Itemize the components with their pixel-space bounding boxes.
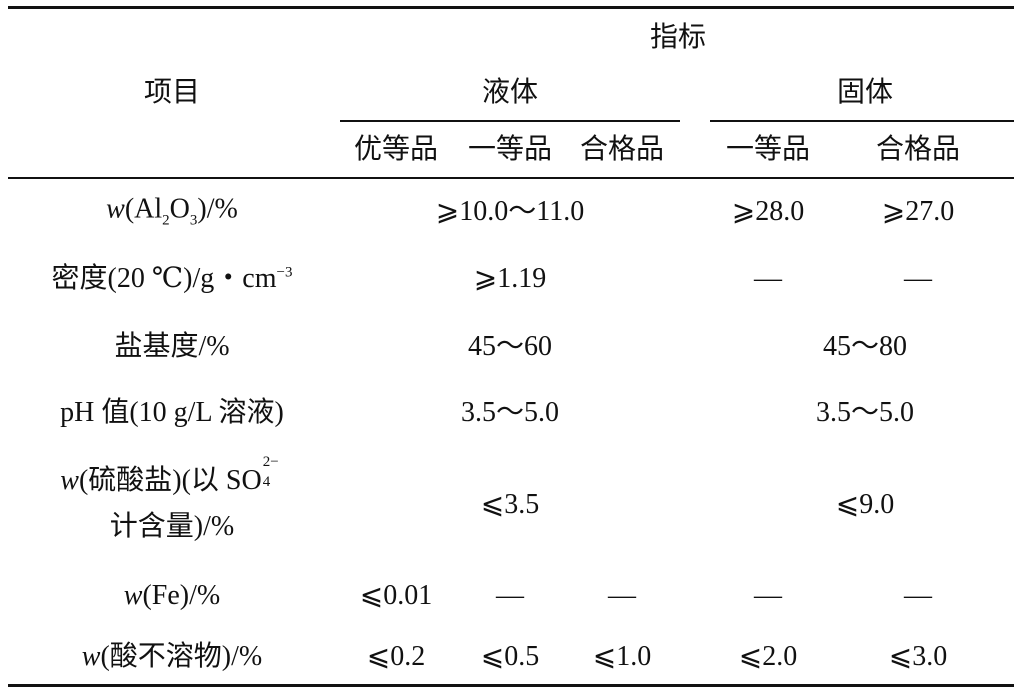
cell: ⩽1.0 <box>592 641 652 672</box>
solid-rule <box>710 120 1014 122</box>
cell: ⩽3.5 <box>480 489 540 520</box>
liquid-header: 液体 <box>481 77 539 108</box>
liquid-rule <box>340 120 680 122</box>
label-part: w <box>60 465 79 496</box>
label-part: −3 <box>276 264 293 281</box>
label-part: )/% <box>197 193 238 225</box>
grade-header: 合格品 <box>875 134 961 165</box>
label-part: 密度(20 ℃)/g・cm <box>51 263 277 294</box>
label-part: (Al <box>124 193 163 225</box>
item-header: 项目 <box>143 77 201 108</box>
cell: 3.5～5.0 <box>815 397 915 428</box>
cell: ⩽0.5 <box>480 641 540 672</box>
label-part: w <box>81 641 101 672</box>
label-part: w <box>123 580 143 611</box>
cell: ⩾27.0 <box>881 196 955 227</box>
row-label: w(Al2O3)/% <box>106 193 238 229</box>
cell: ⩽3.0 <box>888 641 948 672</box>
cell: ⩽2.0 <box>738 641 798 672</box>
cell: — <box>904 263 932 294</box>
cell: ⩾10.0～11.0 <box>435 196 585 227</box>
label-part: (Fe)/% <box>142 580 221 611</box>
cell: ⩾1.19 <box>473 263 547 294</box>
header-rule <box>8 177 1014 179</box>
label-part: 3 <box>189 212 198 229</box>
label-part: 2− <box>262 454 279 470</box>
row-label: 计含量)/% <box>109 511 235 542</box>
label-part: 4 <box>262 474 271 490</box>
label-part: (硫酸盐)(以 SO <box>78 465 262 496</box>
bottom-rule <box>8 684 1014 687</box>
row-label: 密度(20 ℃)/g・cm−3 <box>52 265 293 293</box>
top-rule <box>8 6 1014 9</box>
label-part: w <box>106 193 125 225</box>
cell: ⩽0.01 <box>359 580 433 611</box>
cell: 3.5～5.0 <box>460 397 560 428</box>
cell: — <box>754 263 782 294</box>
row-label: w(酸不溶物)/% <box>82 643 262 671</box>
label-part: O <box>169 193 190 225</box>
grade-header: 一等品 <box>467 134 553 165</box>
cell: ⩽0.2 <box>366 641 426 672</box>
cell: 45～80 <box>822 331 908 362</box>
grade-header: 优等品 <box>353 134 439 165</box>
cell: — <box>754 580 782 611</box>
row-label: 盐基度/% <box>114 331 230 362</box>
group-header: 指标 <box>649 22 707 53</box>
grade-header: 一等品 <box>725 134 811 165</box>
cell: 45～60 <box>467 331 553 362</box>
cell: — <box>608 580 636 611</box>
cell: ⩽9.0 <box>835 489 895 520</box>
label-part: (酸不溶物)/% <box>100 641 263 672</box>
grade-header: 合格品 <box>579 134 665 165</box>
row-label: w(硫酸盐)(以 SO 4 2− <box>60 455 284 496</box>
cell: ⩾28.0 <box>731 196 805 227</box>
solid-header: 固体 <box>836 77 894 108</box>
row-label: w(Fe)/% <box>124 582 220 610</box>
row-label: pH 值(10 g/L 溶液) <box>60 397 284 428</box>
ion-charge: 4 2− <box>262 455 284 490</box>
cell: — <box>904 580 932 611</box>
label-part: 2 <box>162 212 170 229</box>
cell: — <box>496 580 524 611</box>
